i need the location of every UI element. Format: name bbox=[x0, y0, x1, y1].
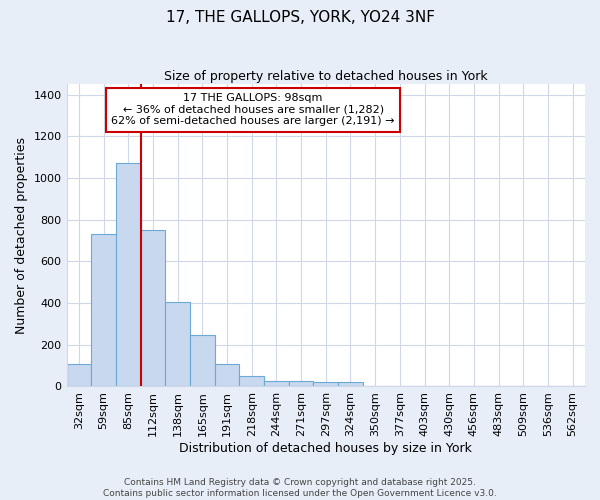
Bar bbox=[67, 364, 91, 386]
Text: Contains HM Land Registry data © Crown copyright and database right 2025.
Contai: Contains HM Land Registry data © Crown c… bbox=[103, 478, 497, 498]
Y-axis label: Number of detached properties: Number of detached properties bbox=[15, 137, 28, 334]
Bar bbox=[215, 364, 239, 386]
Bar bbox=[289, 380, 313, 386]
Bar bbox=[239, 376, 264, 386]
Text: 17 THE GALLOPS: 98sqm
← 36% of detached houses are smaller (1,282)
62% of semi-d: 17 THE GALLOPS: 98sqm ← 36% of detached … bbox=[112, 93, 395, 126]
X-axis label: Distribution of detached houses by size in York: Distribution of detached houses by size … bbox=[179, 442, 472, 455]
Bar bbox=[140, 230, 165, 386]
Bar bbox=[165, 302, 190, 386]
Bar bbox=[190, 336, 215, 386]
Bar bbox=[264, 381, 289, 386]
Bar bbox=[91, 234, 116, 386]
Text: 17, THE GALLOPS, YORK, YO24 3NF: 17, THE GALLOPS, YORK, YO24 3NF bbox=[166, 10, 434, 25]
Bar bbox=[338, 382, 363, 386]
Title: Size of property relative to detached houses in York: Size of property relative to detached ho… bbox=[164, 70, 488, 83]
Bar bbox=[313, 382, 338, 386]
Bar bbox=[116, 164, 140, 386]
